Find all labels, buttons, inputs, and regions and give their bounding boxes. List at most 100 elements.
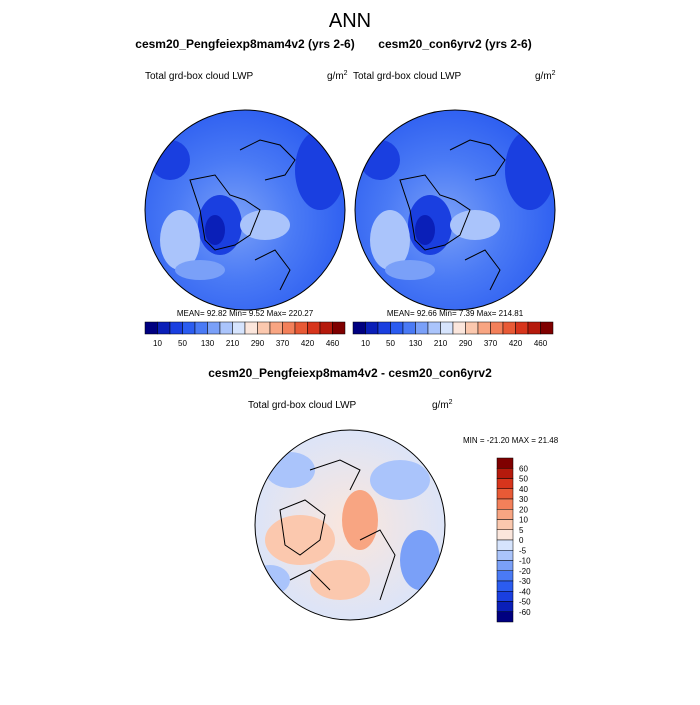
colorbar-box: [427, 321, 441, 335]
colorbar-label: 210: [434, 339, 448, 348]
colorbar-box: [232, 321, 246, 335]
colorbar-box: [496, 550, 514, 561]
colorbar-box: [365, 321, 379, 335]
colorbar-box: [377, 321, 391, 335]
colorbar-label: 290: [459, 339, 473, 348]
colorbar-box: [402, 321, 416, 335]
colorbar-label: -50: [519, 598, 531, 607]
colorbar-label: 10: [519, 516, 528, 525]
colorbar-box: [440, 321, 454, 335]
colorbar-box: [496, 539, 514, 551]
colorbar-box: [144, 321, 158, 335]
colorbar-box: [294, 321, 308, 335]
map-border: [254, 429, 446, 621]
colorbar-box: [169, 321, 183, 335]
units-base: g/m: [327, 71, 344, 82]
colorbar-box: [332, 321, 346, 335]
colorbar-box: [319, 321, 333, 335]
colorbar-box: [307, 321, 321, 335]
panel-title: cesm20_Pengfeiexp8mam4v2 (yrs 2-6): [135, 37, 354, 51]
colorbar-label: 10: [153, 339, 162, 348]
colorbar-box: [502, 321, 516, 335]
colorbar-label: 420: [509, 339, 523, 348]
colorbar-label: 50: [178, 339, 187, 348]
map: [255, 430, 445, 620]
colorbar-box: [352, 321, 366, 335]
colorbar-box: [496, 611, 514, 623]
colorbar-box: [257, 321, 271, 335]
colorbar-box: [496, 570, 514, 582]
colorbar-label: 20: [519, 505, 528, 514]
colorbar-box: [496, 529, 514, 541]
colorbar-box: [515, 321, 529, 335]
variable: Total grd-box cloud LWP: [145, 71, 254, 82]
colorbar-box: [527, 321, 541, 335]
colorbar-label: 130: [409, 339, 423, 348]
colorbar-box: [496, 519, 514, 530]
colorbar-label: 460: [534, 339, 548, 348]
colorbar-box: [182, 321, 196, 335]
colorbar-box: [496, 591, 514, 602]
colorbar-box: [244, 321, 258, 335]
colorbar-box: [490, 321, 504, 335]
colorbar-label: 50: [386, 339, 395, 348]
colorbar: 10 50 130 210 290 370 420 460: [144, 321, 346, 348]
colorbar-box: [496, 580, 514, 592]
units-sup: 2: [552, 70, 556, 77]
colorbar-box: [496, 457, 514, 469]
colorbar-box: [157, 321, 171, 335]
colorbar-label: -30: [519, 577, 531, 586]
colorbar-box: [194, 321, 208, 335]
units: g/m2: [327, 70, 348, 82]
colorbar-label: 420: [301, 339, 315, 348]
colorbar-box: [496, 488, 514, 500]
colorbar-label: 210: [226, 339, 240, 348]
colorbar-box: [477, 321, 491, 335]
stats: MEAN= 92.66 Min= 7.39 Max= 214.81: [387, 309, 524, 318]
colorbar: 10 50 130 210 290 370 420 460: [352, 321, 554, 348]
colorbar-label: -5: [519, 546, 527, 555]
units: g/m2: [535, 70, 556, 82]
colorbar-box: [496, 498, 514, 510]
units-sup: 2: [344, 70, 348, 77]
colorbar-label: 370: [484, 339, 498, 348]
colorbar-box: [219, 321, 233, 335]
colorbar-label: 130: [201, 339, 215, 348]
colorbar-box: [452, 321, 466, 335]
colorbar-label: -60: [519, 608, 531, 617]
colorbar-label: -10: [519, 557, 531, 566]
units-base: g/m: [432, 400, 449, 411]
colorbar-label: 370: [276, 339, 290, 348]
colorbar-box: [207, 321, 221, 335]
colorbar-label: 40: [519, 485, 528, 494]
stats: MEAN= 92.82 Min= 9.52 Max= 220.27: [177, 309, 314, 318]
colorbar-label: 10: [361, 339, 370, 348]
colorbar-label: -20: [519, 567, 531, 576]
colorbar-label: 30: [519, 495, 528, 504]
units-sup: 2: [449, 399, 453, 406]
colorbar-label: 460: [326, 339, 340, 348]
map-border: [354, 109, 556, 311]
map: [355, 110, 555, 310]
colorbar-box: [496, 468, 514, 479]
figure-title: ANN: [329, 10, 371, 32]
colorbar-box: [390, 321, 404, 335]
colorbar-box: [282, 321, 296, 335]
colorbar-label: 50: [519, 475, 528, 484]
colorbar-box: [465, 321, 479, 335]
colorbar-box: [540, 321, 554, 335]
units-base: g/m: [535, 71, 552, 82]
colorbar-label: 5: [519, 526, 524, 535]
stats: MIN = -21.20 MAX = 21.48: [463, 436, 559, 445]
colorbar-box: [269, 321, 283, 335]
colorbar-label: 60: [519, 464, 528, 473]
colorbar-label: -40: [519, 587, 531, 596]
map: [145, 110, 345, 310]
colorbar-box: [415, 321, 429, 335]
variable: Total grd-box cloud LWP: [248, 400, 357, 411]
colorbar-label: 0: [519, 536, 524, 545]
map-border: [144, 109, 346, 311]
panel-title: cesm20_Pengfeiexp8mam4v2 - cesm20_con6yr…: [208, 366, 492, 380]
